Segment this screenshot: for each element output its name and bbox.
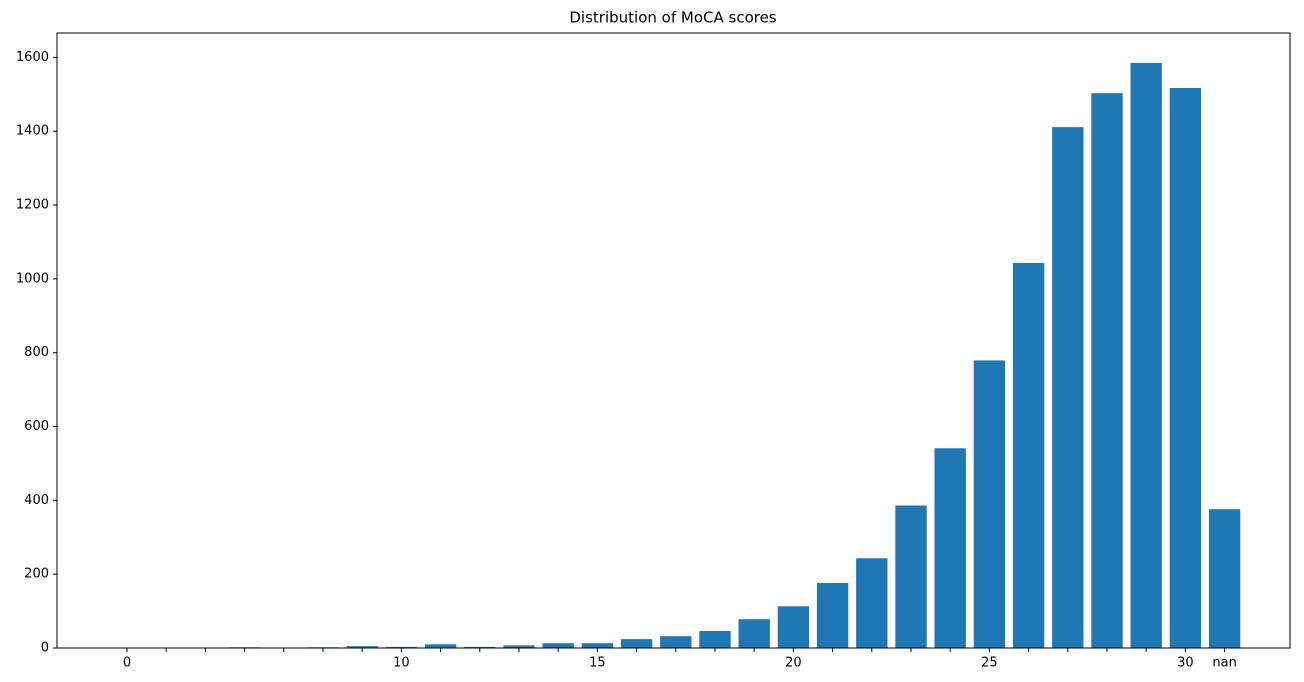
bar (660, 636, 692, 648)
bar (581, 643, 614, 648)
bar (973, 360, 1006, 648)
y-tick-label: 1600 (16, 50, 49, 65)
x-tick-label: 25 (981, 656, 998, 671)
y-tick-label: 600 (24, 419, 49, 434)
y-tick-label: 0 (41, 641, 49, 656)
bar (1208, 509, 1241, 648)
y-tick-label: 200 (24, 567, 49, 582)
bar (1052, 127, 1084, 649)
bar (738, 619, 770, 648)
bar (934, 448, 966, 648)
x-tick-label: 10 (393, 656, 410, 671)
x-tick-label: nan (1212, 656, 1236, 671)
bar (699, 631, 731, 648)
bar (346, 646, 378, 648)
bar (895, 505, 927, 648)
bar (816, 583, 849, 648)
bar (542, 643, 574, 648)
bar (620, 639, 653, 648)
bar (503, 645, 535, 648)
bar (1169, 88, 1202, 649)
axes-frame (56, 32, 1291, 649)
bar (777, 606, 810, 648)
bar (464, 646, 496, 648)
y-tick-label: 800 (24, 345, 49, 360)
y-tick-label: 1000 (16, 271, 49, 286)
bar (424, 644, 457, 648)
y-tick-label: 400 (24, 493, 49, 508)
x-tick-label: 0 (123, 656, 131, 671)
bar (1130, 62, 1162, 649)
chart-title: Distribution of MoCA scores (569, 9, 776, 27)
bar (385, 646, 418, 648)
bar (856, 558, 888, 648)
x-tick-label: 20 (785, 656, 802, 671)
bar (1091, 93, 1123, 648)
x-tick-label: 30 (1177, 656, 1194, 671)
bar (1012, 262, 1045, 648)
y-tick-label: 1200 (16, 198, 49, 213)
y-tick-label: 1400 (16, 124, 49, 139)
x-tick-label: 15 (589, 656, 606, 671)
